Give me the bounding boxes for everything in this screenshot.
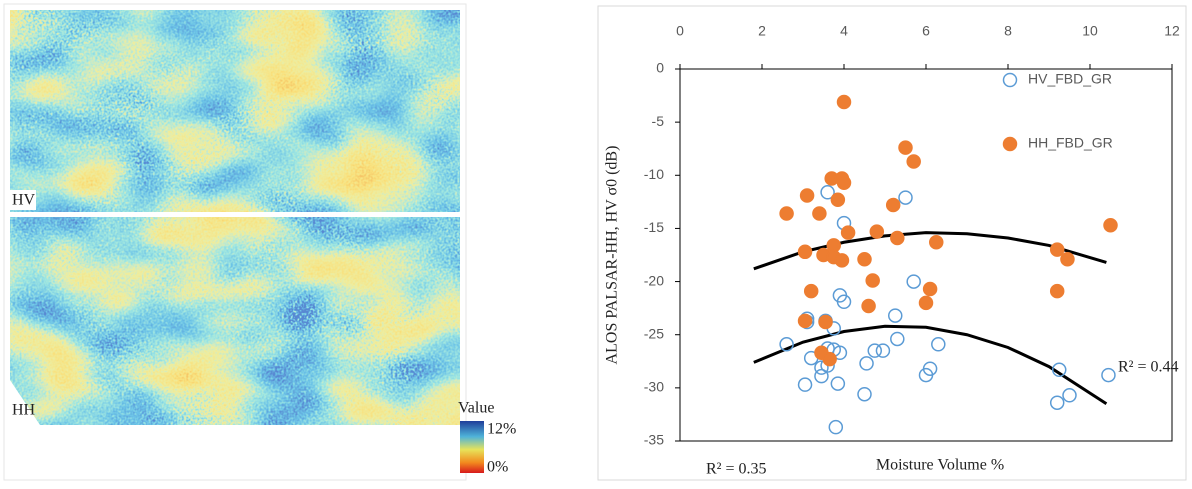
point (1060, 252, 1075, 267)
point (1103, 217, 1118, 233)
point (898, 140, 913, 155)
r-squared-label: R² = 0.35 (706, 461, 767, 478)
point (1101, 367, 1116, 383)
x-tick-label: 0 (676, 23, 684, 39)
x-tick-label: 10 (1082, 23, 1098, 39)
point (859, 356, 874, 371)
point (818, 314, 833, 330)
scatter-chart: ALOS PALSAR-HH, HV σ0 (dB) Moisture Volu… (604, 23, 1180, 478)
point (836, 175, 852, 190)
point (867, 343, 882, 358)
map-label: HV (12, 192, 36, 209)
point (890, 331, 905, 347)
point (797, 377, 813, 392)
map-label: HH (12, 402, 36, 419)
point (822, 351, 837, 367)
legend-marker (1002, 136, 1018, 152)
point (931, 337, 946, 352)
color-bar-min: 0% (487, 459, 508, 476)
point (1049, 242, 1065, 257)
x-tick-label: 6 (922, 23, 930, 39)
label-box (10, 190, 36, 210)
point (1049, 395, 1065, 410)
legend-marker (1002, 72, 1018, 88)
point (1052, 362, 1067, 378)
point (812, 206, 827, 221)
point (885, 197, 901, 213)
point (834, 253, 850, 268)
point (929, 234, 944, 250)
y-axis-label: ALOS PALSAR-HH, HV σ0 (dB) (604, 146, 621, 365)
point (840, 225, 856, 240)
point (857, 386, 872, 402)
x-tick-label: 8 (1004, 23, 1012, 39)
hv-map (10, 10, 460, 212)
point (906, 274, 921, 289)
point (828, 419, 844, 435)
y-tick-label: 0 (656, 60, 664, 76)
point (797, 244, 813, 260)
point (830, 192, 846, 207)
point (779, 206, 794, 221)
point (890, 230, 905, 246)
y-tick-label: -35 (644, 432, 664, 448)
point (820, 185, 835, 200)
point (814, 360, 829, 375)
y-tick-label: -15 (644, 219, 664, 235)
y-tick-label: -20 (644, 272, 664, 288)
x-tick-label: 4 (840, 23, 848, 39)
legend-label: HV_FBD_GR (1028, 71, 1112, 87)
legend-label: HH_FBD_GR (1028, 135, 1113, 151)
y-tick-label: -25 (644, 325, 664, 341)
color-bar (460, 421, 484, 473)
y-tick-label: -30 (644, 379, 664, 395)
point (869, 224, 885, 239)
point (888, 308, 903, 323)
chart-frame (597, 5, 1187, 481)
x-tick-label: 2 (758, 23, 766, 39)
point (906, 154, 921, 169)
point (779, 337, 794, 352)
point (922, 361, 938, 376)
point (1062, 388, 1077, 403)
point (797, 313, 813, 329)
point (1049, 283, 1065, 299)
point (814, 368, 829, 384)
point (922, 281, 938, 297)
point (799, 188, 815, 203)
x-axis-label: Moisture Volume % (876, 457, 1004, 474)
x-tick-label: 12 (1164, 23, 1180, 39)
legend-title: Value (458, 400, 494, 417)
trendline (753, 231, 1107, 271)
point (832, 345, 848, 361)
point (861, 298, 876, 314)
trendline (753, 324, 1108, 406)
point (836, 294, 852, 310)
point (918, 295, 934, 311)
y-tick-label: -5 (652, 113, 665, 129)
point (836, 94, 852, 110)
hh-map (10, 217, 460, 425)
point (803, 283, 819, 299)
point (865, 273, 880, 288)
point (875, 343, 891, 358)
y-tick-label: -10 (644, 166, 664, 182)
point (898, 190, 913, 205)
point (857, 252, 872, 267)
r-squared-label: R² = 0.44 (1118, 359, 1179, 376)
point (830, 376, 846, 391)
color-bar-max: 12% (487, 421, 516, 438)
